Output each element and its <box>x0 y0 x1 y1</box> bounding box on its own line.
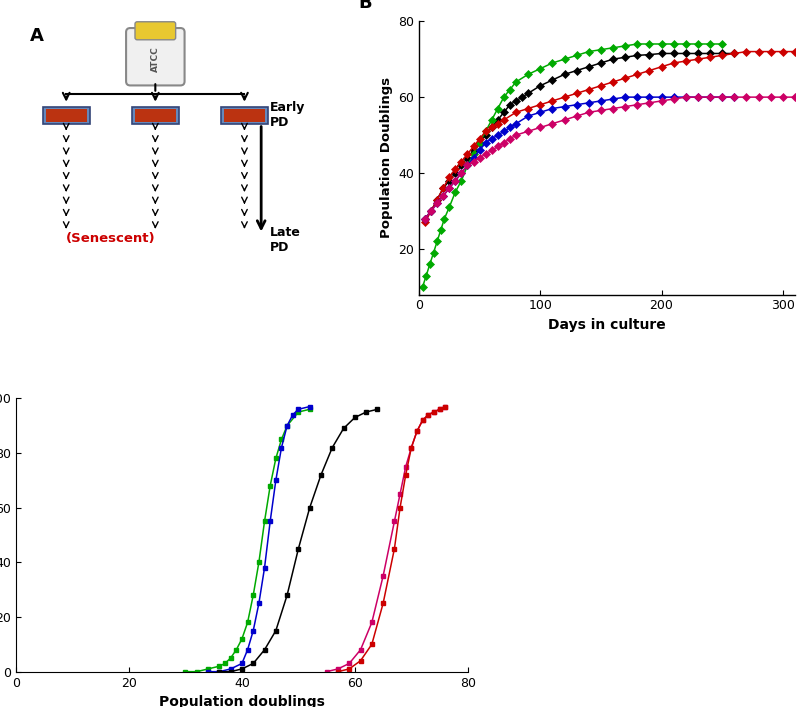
FancyBboxPatch shape <box>135 109 176 122</box>
X-axis label: Days in culture: Days in culture <box>548 318 665 332</box>
FancyBboxPatch shape <box>135 22 176 40</box>
FancyBboxPatch shape <box>43 107 90 124</box>
Text: A: A <box>30 27 44 45</box>
Y-axis label: Population Doublings: Population Doublings <box>379 77 392 238</box>
FancyBboxPatch shape <box>132 107 179 124</box>
FancyBboxPatch shape <box>221 107 268 124</box>
Text: ATCC: ATCC <box>151 47 160 72</box>
FancyBboxPatch shape <box>126 28 184 86</box>
Text: Late
PD: Late PD <box>269 226 300 254</box>
X-axis label: Population doublings: Population doublings <box>159 695 325 707</box>
Text: Early
PD: Early PD <box>269 102 305 129</box>
Text: (Senescent): (Senescent) <box>66 232 156 245</box>
FancyBboxPatch shape <box>46 109 87 122</box>
FancyBboxPatch shape <box>224 109 265 122</box>
Text: B: B <box>358 0 372 12</box>
